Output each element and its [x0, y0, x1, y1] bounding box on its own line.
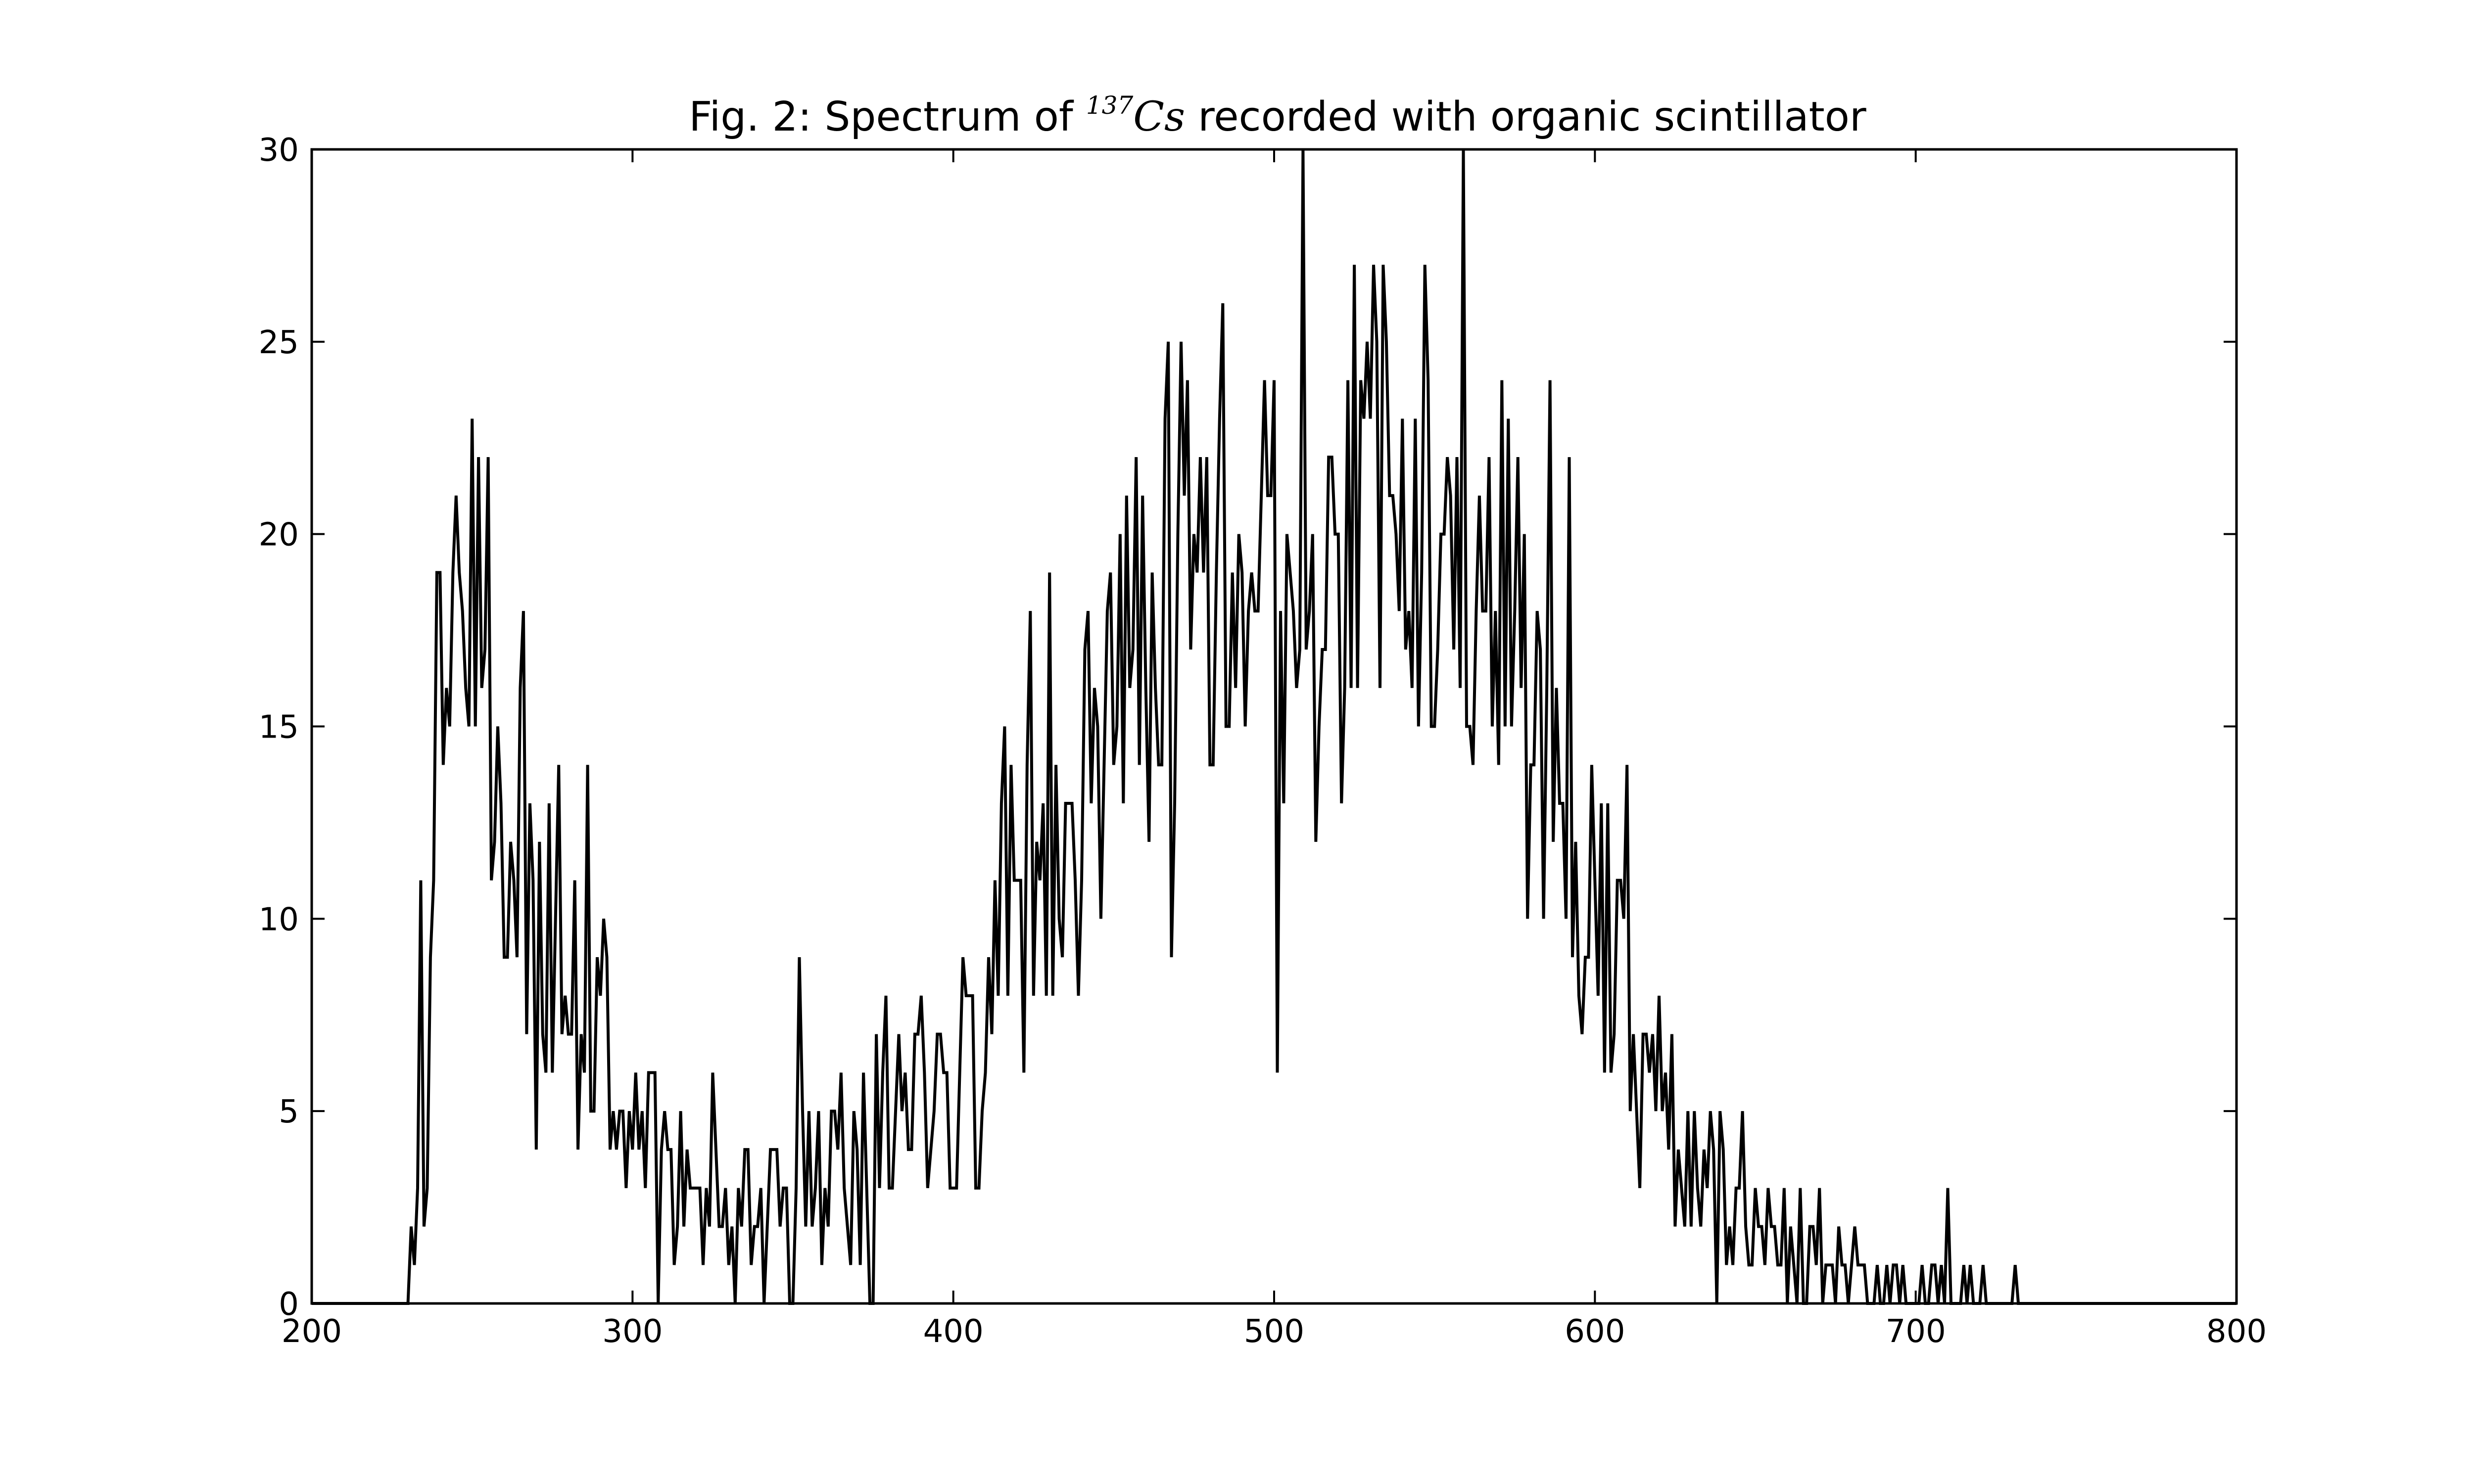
plot-frame [310, 148, 2238, 1305]
chart-title-isotope-mass: 137 [1086, 91, 1134, 120]
x-tick-label: 300 [602, 1313, 663, 1350]
y-tick-label: 25 [259, 325, 299, 361]
x-tick-label: 200 [282, 1313, 342, 1350]
x-tick-label: 400 [923, 1313, 984, 1350]
chart-title-suffix: recorded with organic scintillator [1185, 93, 1866, 140]
x-tick-label: 700 [1886, 1313, 1946, 1350]
y-tick-label: 5 [279, 1094, 299, 1130]
chart-title-prefix: Fig. 2: Spectrum of [689, 93, 1086, 140]
y-tick-label: 20 [259, 517, 299, 554]
y-tick-label: 15 [259, 709, 299, 746]
y-tick-label: 0 [279, 1286, 299, 1323]
x-tick-label: 600 [1565, 1313, 1625, 1350]
chart-title-isotope-symbol: Cs [1133, 93, 1185, 140]
x-tick-label: 500 [1244, 1313, 1304, 1350]
x-tick-label: 800 [2206, 1313, 2267, 1350]
y-tick-label: 10 [259, 901, 299, 938]
chart-title: Fig. 2: Spectrum of 137Cs recorded with … [689, 91, 1866, 140]
y-tick-label: 30 [259, 132, 299, 169]
spectrum-line-0 [312, 149, 2236, 1305]
plot-area: 200 300 400 500 600 700 800 0 5 10 15 20 25 30 [259, 132, 2267, 1350]
